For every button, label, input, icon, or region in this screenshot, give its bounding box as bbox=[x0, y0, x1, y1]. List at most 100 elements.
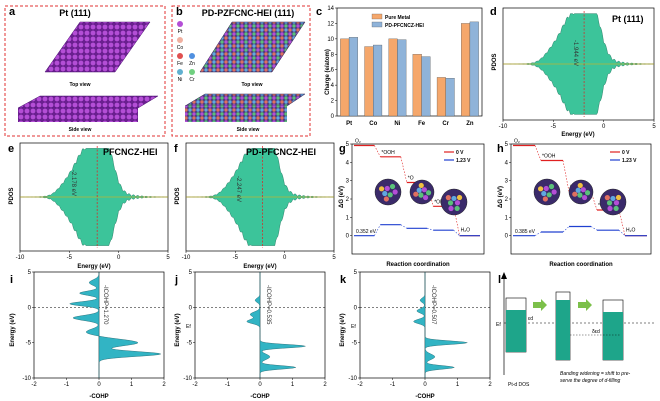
panel-c-xtick-label: Zn bbox=[466, 121, 474, 127]
panel-h-sphere-atom bbox=[581, 194, 588, 201]
panel-k-xtick-label: 2 bbox=[488, 382, 492, 388]
panel-g-sphere-atom bbox=[378, 186, 385, 192]
legend-fe: Fe bbox=[177, 61, 183, 67]
panel-d-xtick-label: 0 bbox=[602, 124, 606, 130]
legend-pure-metal-swatch bbox=[371, 13, 383, 20]
panel-k-xlabel: -COHP bbox=[415, 394, 434, 400]
panel-c-ytick-label: 2 bbox=[331, 99, 335, 105]
panel-c-ytick-label: 8 bbox=[331, 52, 335, 58]
panel-a-title: Pt (111) bbox=[59, 8, 91, 18]
panel-l-yaxis-arrow bbox=[501, 272, 507, 279]
hei-side-view-body bbox=[185, 106, 287, 122]
panel-g-connector bbox=[453, 206, 460, 236]
panel-h-sphere-atom bbox=[577, 182, 583, 189]
panel-i-ytick-label: -5 bbox=[26, 341, 32, 347]
panel-g-sphere-atom bbox=[383, 196, 389, 202]
panel-h-ytick-label: 2 bbox=[505, 197, 509, 203]
panel-a-side-view-label: Side view bbox=[69, 127, 92, 133]
panel-h-overpotential-note: 0.385 eV bbox=[515, 229, 536, 235]
panel-c-bar-fe-pure bbox=[412, 54, 422, 117]
panel-j-ylabel: Energy (eV) bbox=[175, 313, 181, 346]
panel-g-catalyst-sphere bbox=[440, 188, 468, 216]
legend-ni: Ni bbox=[178, 77, 183, 83]
arrow-1-icon bbox=[533, 299, 547, 311]
panel-h-catalyst-sphere bbox=[599, 188, 627, 216]
legend-zn-atom bbox=[189, 53, 195, 59]
panel-c-ytick-label: 6 bbox=[331, 68, 335, 74]
panel-g-sphere-atom bbox=[454, 205, 460, 212]
panel-f-dband-annotation: -2.247 eV bbox=[235, 176, 241, 202]
panel-g-legend-label: 0 V bbox=[456, 150, 464, 156]
panel-e-xtick-label: 5 bbox=[166, 255, 170, 261]
panel-i-ytick-label: 0 bbox=[28, 305, 32, 311]
panel-e-xtick-label: 0 bbox=[117, 255, 121, 261]
panel-h-species-label: *OOH bbox=[542, 154, 556, 160]
panel-k-ytick-label: -10 bbox=[348, 376, 357, 382]
panel-j-cohp-area bbox=[246, 272, 306, 378]
panel-g-sphere-atom bbox=[456, 194, 463, 201]
panel-e: e PDOS -10 -5 0 5 PFCNCZ-HEI -2.178 eV Ener… bbox=[8, 142, 170, 270]
panel-c-bar-zn-pure bbox=[461, 23, 471, 117]
delta-ed-label: δεd bbox=[592, 329, 600, 335]
panel-d-ylabel: PDOS bbox=[492, 53, 498, 70]
panel-f-label: f bbox=[174, 143, 178, 155]
panel-h-sphere-atom bbox=[577, 192, 583, 198]
panel-h-legend-label: 1.23 V bbox=[622, 158, 637, 164]
panel-b-side-view-label: Side view bbox=[237, 127, 260, 133]
panel-g-sphere-atom bbox=[421, 187, 427, 193]
panel-i-xtick-label: 1 bbox=[130, 382, 134, 388]
panel-h-ytick-label: 3 bbox=[505, 179, 509, 185]
panel-g-connector bbox=[453, 229, 460, 236]
panel-c-bar-co-hei bbox=[373, 44, 383, 117]
pt-top-view-slab bbox=[44, 21, 151, 73]
panel-g-ytick-label: 2 bbox=[346, 197, 350, 203]
panel-j-xtick-label: 1 bbox=[291, 382, 295, 388]
band-2-filled bbox=[556, 300, 570, 360]
panel-f-xtick-label: -5 bbox=[233, 255, 239, 261]
panel-h-ylabel: ΔG (eV) bbox=[498, 186, 504, 208]
panel-c-ytick-label: 4 bbox=[331, 83, 335, 89]
panel-h-connector bbox=[590, 226, 598, 231]
panel-h-sphere-atom bbox=[546, 192, 552, 198]
panel-a-top-view-label: Top view bbox=[69, 82, 90, 88]
panel-h-connector bbox=[618, 209, 626, 236]
band-3-filled bbox=[603, 312, 623, 360]
panel-h-sphere-atom bbox=[584, 190, 591, 196]
panel-g-sphere-atom bbox=[447, 200, 454, 206]
panel-k-xtick-label: 1 bbox=[456, 382, 460, 388]
panel-h-sphere-atom bbox=[572, 191, 578, 197]
panel-d: d PDOS -10 -5 0 5 Pt (111) -1.944 eV Energy… bbox=[490, 6, 656, 138]
panel-a-frame bbox=[4, 5, 166, 137]
band-1-filled bbox=[506, 310, 526, 352]
panel-g-sphere-atom bbox=[418, 182, 424, 189]
hei-side-view-slab bbox=[184, 93, 306, 107]
panel-g-connector bbox=[400, 224, 407, 229]
panel-g-sphere-atom bbox=[422, 194, 429, 201]
panel-h-sphere-atom bbox=[580, 187, 586, 193]
panel-e-xtick-label: -10 bbox=[16, 255, 25, 261]
panel-c-ylabel: Charge (e/atom) bbox=[325, 49, 331, 95]
panel-g-species-label: H₂O bbox=[461, 228, 471, 234]
panel-h-sphere-atom bbox=[548, 183, 555, 190]
panel-l: l Ef εd δεd Pt-d DOS Banding widening = … bbox=[496, 272, 655, 388]
panel-i-xtick-label: -2 bbox=[31, 382, 37, 388]
legend-cr-atom bbox=[189, 69, 195, 75]
panel-g-sphere-atom bbox=[416, 187, 422, 193]
panel-k-ytick-label: 5 bbox=[354, 270, 358, 276]
pt-side-view-slab bbox=[17, 95, 159, 109]
panel-b-element-legend: Pt Co Fe Zn Ni Cr bbox=[177, 21, 195, 83]
panel-j-xtick-label: -2 bbox=[192, 382, 198, 388]
panel-f-xtick-label: -10 bbox=[182, 255, 191, 261]
panel-h-sphere-atom bbox=[610, 195, 616, 202]
panel-h-species-label: O₂ bbox=[514, 138, 520, 144]
panel-g-species-label: O₂ bbox=[355, 138, 361, 144]
panel-g-ytick-label: 5 bbox=[346, 142, 350, 148]
panel-f-xtick-label: 0 bbox=[283, 255, 287, 261]
panel-i-ytick-label: -10 bbox=[22, 376, 31, 382]
panel-c-bar-fe-hei bbox=[421, 56, 431, 117]
panel-e-xtick-label: -5 bbox=[67, 255, 73, 261]
panel-f-ylabel: PDOS bbox=[175, 187, 181, 204]
panel-i-cohp-area bbox=[69, 272, 162, 378]
